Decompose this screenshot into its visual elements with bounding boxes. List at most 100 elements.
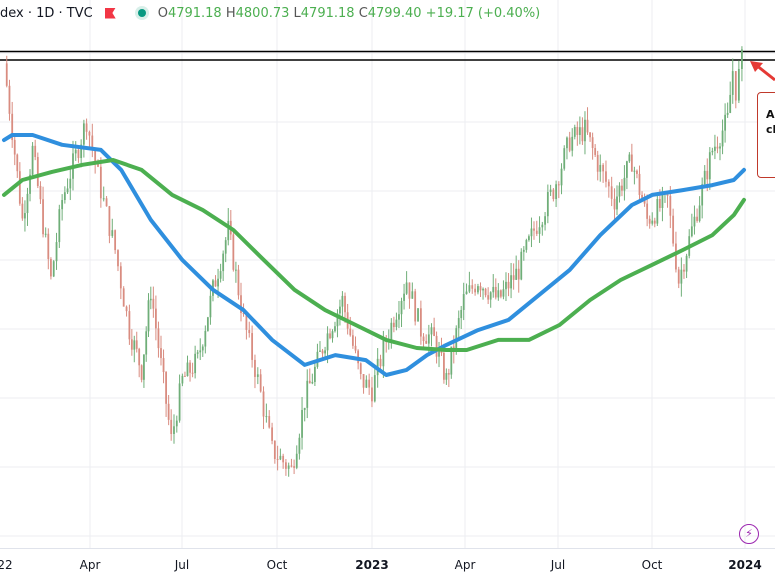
candle-body	[708, 152, 711, 180]
candle-body	[641, 194, 643, 201]
candle-body	[724, 114, 727, 131]
candle-body	[741, 49, 743, 69]
candle-body	[462, 294, 465, 310]
candle-body	[344, 295, 346, 313]
candle-body	[254, 359, 256, 377]
candle-body	[145, 331, 148, 355]
candle-body	[658, 199, 661, 208]
flag-icon[interactable]	[104, 7, 116, 19]
candle-body	[209, 295, 212, 318]
candle-body	[591, 137, 594, 149]
candle-body	[433, 327, 436, 336]
candle-body	[63, 192, 66, 201]
candle-body	[716, 146, 719, 149]
candle-body	[477, 286, 479, 293]
candle-body	[122, 288, 125, 307]
candle-body	[354, 345, 357, 351]
candle-body	[287, 465, 290, 469]
candle-body	[341, 295, 344, 307]
candle-body	[130, 339, 133, 350]
candle-body	[525, 240, 528, 250]
candle-body	[178, 383, 181, 421]
candle-body	[457, 318, 460, 329]
candle-body	[505, 281, 507, 290]
candle-body	[427, 334, 430, 344]
candle-body	[140, 365, 143, 380]
candle-body	[24, 213, 26, 219]
high-value: 4800.73	[235, 5, 290, 21]
annotation-arrowhead	[750, 61, 763, 72]
candle-body	[628, 154, 631, 162]
candle-body	[489, 292, 492, 300]
candle-body	[214, 280, 217, 287]
candle-body	[479, 286, 482, 291]
candle-body	[683, 269, 685, 272]
candle-body	[605, 171, 607, 182]
candle-body	[405, 282, 408, 294]
symbol-title[interactable]: dex · 1D · TVC	[0, 5, 93, 21]
candle-body	[602, 164, 605, 172]
candle-body	[135, 340, 138, 349]
candle-body	[435, 335, 438, 357]
candle-body	[311, 381, 314, 384]
x-tick-label: Oct	[266, 558, 288, 572]
candle-body	[414, 291, 417, 322]
candle-body	[618, 185, 621, 197]
moving-average-blue	[2, 133, 746, 377]
candle-body	[80, 144, 83, 159]
candle-body	[568, 137, 571, 151]
price-chart[interactable]	[0, 0, 775, 548]
candle-body	[703, 170, 706, 185]
candle-body	[400, 300, 403, 315]
low-value: 4791.18	[300, 5, 355, 21]
low-label: L	[293, 5, 301, 21]
candle-body	[303, 407, 306, 410]
candle-body	[8, 85, 11, 114]
time-axis[interactable]: 22 Apr Jul Oct 2023 Apr Jul Oct 2024	[0, 548, 775, 577]
candle-body	[11, 113, 14, 140]
candle-body	[133, 340, 136, 350]
candle-body	[61, 200, 64, 210]
candle-body	[417, 308, 419, 322]
annotation-line-2: cl	[766, 123, 775, 136]
lightning-icon[interactable]: ⚡	[739, 524, 759, 544]
candle-body	[555, 184, 557, 200]
candle-body	[232, 234, 235, 270]
candle-body	[594, 148, 597, 155]
candle-body	[336, 313, 339, 327]
candle-body	[544, 216, 546, 225]
candle-body	[443, 352, 445, 380]
candle-body	[34, 145, 37, 158]
candle-body	[520, 251, 523, 280]
candle-body	[204, 330, 207, 347]
candle-body	[445, 373, 448, 380]
candle-body	[308, 380, 311, 384]
annotation-line-1: Al	[766, 108, 775, 121]
candle-body	[219, 271, 222, 279]
candle-body	[512, 275, 515, 280]
candle-body	[563, 148, 566, 169]
candle-body	[672, 215, 675, 244]
candle-body	[450, 346, 453, 375]
candle-body	[584, 119, 586, 142]
candle-body	[494, 286, 497, 298]
candle-body	[636, 170, 638, 174]
candle-body	[217, 278, 219, 287]
candle-body	[276, 458, 279, 460]
candle-body	[528, 236, 530, 241]
candle-body	[194, 353, 197, 374]
candle-body	[334, 326, 336, 332]
candle-body	[154, 308, 157, 329]
candle-body	[651, 220, 654, 224]
candle-body	[373, 375, 376, 402]
candle-body	[108, 206, 111, 236]
candle-body	[729, 94, 732, 113]
candle-body	[626, 161, 628, 178]
candle-body	[502, 289, 505, 297]
candle-body	[36, 157, 39, 186]
candle-body	[199, 350, 202, 353]
candle-body	[196, 352, 199, 354]
annotation-box[interactable]: Al cl	[757, 92, 775, 178]
candle-body	[69, 178, 72, 189]
candle-body	[181, 375, 184, 384]
